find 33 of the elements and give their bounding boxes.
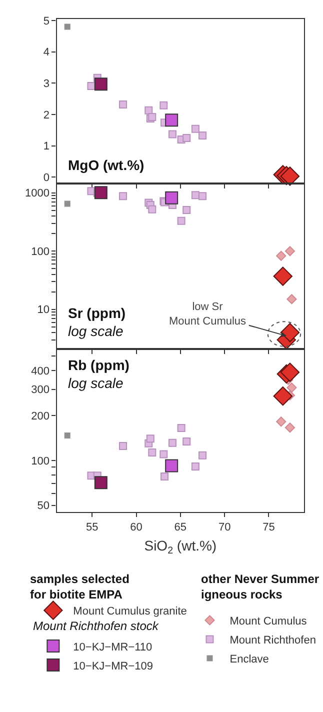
y-tick-label: 100 (31, 455, 50, 468)
y-tick-label: 4 (43, 46, 50, 59)
y-tick-label: 2 (43, 109, 50, 122)
x-axis-title: SiO$_{2}$ (wt.%) (144, 538, 217, 557)
y-tick-label: 0 (43, 172, 50, 184)
x-tick-label: 65 (174, 521, 187, 534)
x-tick-label: 60 (130, 521, 142, 534)
y-tick-label: 100 (31, 246, 50, 258)
y-tick-label: 1 (43, 140, 50, 153)
text: samples selected for biotite EMPA (30, 572, 130, 602)
text: Mount Richthofen stock (33, 619, 160, 633)
annotation: MgO (wt.%) (68, 157, 144, 173)
legend-label: 10−KJ−MR−110 (73, 641, 152, 654)
x-tick-label: 75 (262, 521, 275, 534)
annotation: Rb (ppm) log scale (68, 357, 130, 392)
y-tick-label: 50 (37, 500, 50, 512)
x-tick-label: 55 (86, 521, 98, 534)
legend-label: 10−KJ−MR−109 (73, 660, 153, 672)
y-tick-label: 5 (43, 15, 50, 28)
legend-label: Mount Cumulus (230, 616, 308, 628)
text: other Never Summer igneous rocks (201, 572, 320, 602)
legend-label: Mount Cumulus granite (73, 606, 187, 618)
x-tick-label: 70 (218, 521, 231, 534)
y-tick-label: 1000 (24, 188, 50, 200)
y-tick-label: 400 (31, 366, 50, 378)
annotation: Sr (ppm) log scale (68, 305, 126, 340)
annotation: low Sr Mount Cumulus (169, 301, 247, 328)
y-tick-label: 200 (31, 410, 50, 422)
legend-label: Enclave (230, 654, 269, 666)
y-tick-label: 3 (43, 78, 50, 90)
y-tick-label: 10 (37, 304, 50, 316)
y-tick-label: 300 (31, 384, 50, 396)
legend-label: Mount Richthofen (230, 634, 316, 647)
